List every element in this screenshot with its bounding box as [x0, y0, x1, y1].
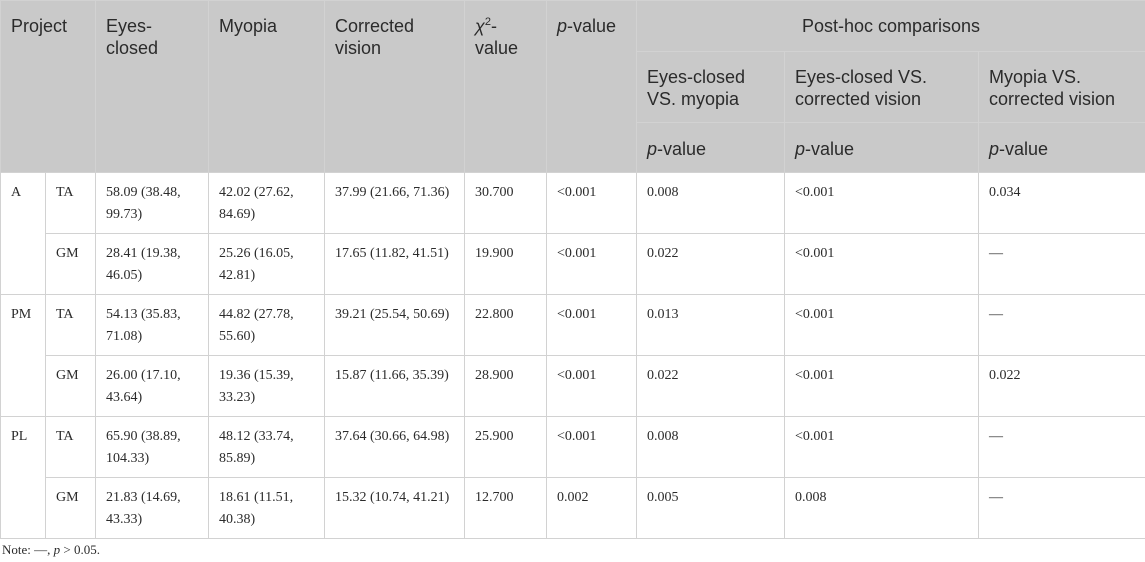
p2-cell: 0.008	[784, 477, 979, 539]
chi2-cell: 25.900	[464, 416, 547, 478]
p2-cell: <0.001	[784, 416, 979, 478]
myopia-cell: 42.02 (27.62, 84.69)	[208, 172, 325, 234]
header-comparison-ec-myopia: Eyes-closed VS. myopia	[636, 51, 785, 123]
table-row: GM 28.41 (19.38, 46.05) 25.26 (16.05, 42…	[1, 233, 1145, 295]
header-comparison-myopia-corrected: Myopia VS. corrected vision	[978, 51, 1145, 123]
project-cell: PL	[0, 416, 46, 539]
header-eyes-closed: Eyes-closed	[95, 0, 209, 173]
p2-cell: <0.001	[784, 355, 979, 417]
chi2-cell: 19.900	[464, 233, 547, 295]
myopia-cell: 25.26 (16.05, 42.81)	[208, 233, 325, 295]
eyes-closed-cell: 21.83 (14.69, 43.33)	[95, 477, 209, 539]
p2-cell: <0.001	[784, 294, 979, 356]
p-cell: <0.001	[546, 172, 637, 234]
myopia-cell: 18.61 (11.51, 40.38)	[208, 477, 325, 539]
p-cell: <0.001	[546, 294, 637, 356]
eyes-closed-cell: 26.00 (17.10, 43.64)	[95, 355, 209, 417]
myopia-cell: 48.12 (33.74, 85.89)	[208, 416, 325, 478]
myopia-cell: 44.82 (27.78, 55.60)	[208, 294, 325, 356]
header-corrected-vision: Corrected vision	[324, 0, 465, 173]
chi2-cell: 22.800	[464, 294, 547, 356]
results-table: Project Eyes-closed Myopia Corrected vis…	[0, 0, 1145, 539]
p3-cell: 0.034	[978, 172, 1145, 234]
table-row: GM 26.00 (17.10, 43.64) 19.36 (15.39, 33…	[1, 355, 1145, 417]
p-cell: <0.001	[546, 233, 637, 295]
table-note: Note: —, p > 0.05.	[2, 542, 100, 557]
p3-cell: —	[978, 233, 1145, 295]
header-project: Project	[0, 0, 96, 173]
corrected-cell: 37.64 (30.66, 64.98)	[324, 416, 465, 478]
project-cell: PM	[0, 294, 46, 417]
table-row: GM 21.83 (14.69, 43.33) 18.61 (11.51, 40…	[1, 477, 1145, 539]
table-row: PL TA 65.90 (38.89, 104.33) 48.12 (33.74…	[0, 416, 1145, 539]
chi2-cell: 30.700	[464, 172, 547, 234]
eyes-closed-cell: 58.09 (38.48, 99.73)	[95, 172, 209, 234]
muscle-cell: GM	[45, 355, 96, 417]
muscle-cell: TA	[45, 172, 96, 234]
table-body: A TA 58.09 (38.48, 99.73) 42.02 (27.62, …	[0, 172, 1145, 539]
header-pvalue-1: p-value	[636, 122, 785, 173]
p3-cell: —	[978, 294, 1145, 356]
p1-cell: 0.022	[636, 233, 785, 295]
p-cell: 0.002	[546, 477, 637, 539]
eyes-closed-cell: 28.41 (19.38, 46.05)	[95, 233, 209, 295]
muscle-cell: TA	[45, 416, 96, 478]
p-cell: <0.001	[546, 416, 637, 478]
header-myopia: Myopia	[208, 0, 325, 173]
corrected-cell: 17.65 (11.82, 41.51)	[324, 233, 465, 295]
table-header: Project Eyes-closed Myopia Corrected vis…	[0, 0, 1145, 173]
corrected-cell: 37.99 (21.66, 71.36)	[324, 172, 465, 234]
muscle-cell: GM	[45, 233, 96, 295]
project-cell: A	[0, 172, 46, 295]
header-posthoc: Post-hoc comparisons	[636, 0, 1145, 52]
muscle-cell: GM	[45, 477, 96, 539]
corrected-cell: 15.32 (10.74, 41.21)	[324, 477, 465, 539]
p1-cell: 0.013	[636, 294, 785, 356]
p1-cell: 0.008	[636, 416, 785, 478]
p2-cell: <0.001	[784, 233, 979, 295]
header-p-value: p-value	[546, 0, 637, 173]
chi2-cell: 12.700	[464, 477, 547, 539]
header-comparison-ec-corrected: Eyes-closed VS. corrected vision	[784, 51, 979, 123]
corrected-cell: 39.21 (25.54, 50.69)	[324, 294, 465, 356]
p1-cell: 0.022	[636, 355, 785, 417]
header-pvalue-2: p-value	[784, 122, 979, 173]
eyes-closed-cell: 65.90 (38.89, 104.33)	[95, 416, 209, 478]
chi2-cell: 28.900	[464, 355, 547, 417]
header-pvalue-3: p-value	[978, 122, 1145, 173]
muscle-cell: TA	[45, 294, 96, 356]
p2-cell: <0.001	[784, 172, 979, 234]
myopia-cell: 19.36 (15.39, 33.23)	[208, 355, 325, 417]
header-chi-square: χ2-value	[464, 0, 547, 173]
p1-cell: 0.005	[636, 477, 785, 539]
p1-cell: 0.008	[636, 172, 785, 234]
table-row: A TA 58.09 (38.48, 99.73) 42.02 (27.62, …	[0, 172, 1145, 295]
p3-cell: —	[978, 416, 1145, 478]
p-cell: <0.001	[546, 355, 637, 417]
corrected-cell: 15.87 (11.66, 35.39)	[324, 355, 465, 417]
p3-cell: —	[978, 477, 1145, 539]
eyes-closed-cell: 54.13 (35.83, 71.08)	[95, 294, 209, 356]
p3-cell: 0.022	[978, 355, 1145, 417]
table-row: PM TA 54.13 (35.83, 71.08) 44.82 (27.78,…	[0, 294, 1145, 417]
